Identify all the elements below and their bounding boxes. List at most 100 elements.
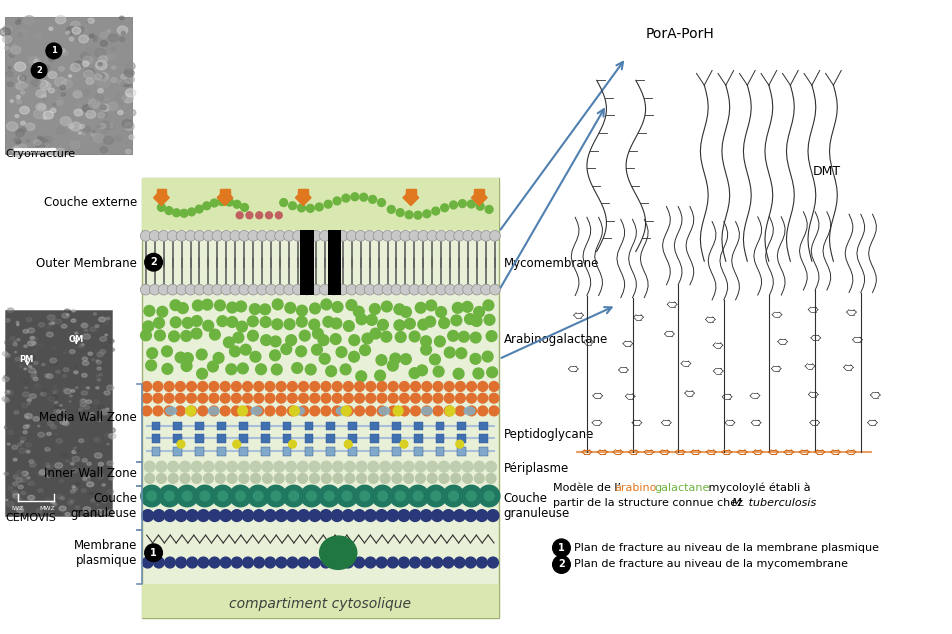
Bar <box>480 195 484 198</box>
Ellipse shape <box>58 513 60 515</box>
Bar <box>226 192 229 196</box>
Ellipse shape <box>8 67 11 69</box>
Circle shape <box>280 198 288 207</box>
Circle shape <box>180 474 189 483</box>
Ellipse shape <box>50 425 56 429</box>
Circle shape <box>476 557 486 568</box>
Circle shape <box>229 485 251 507</box>
Circle shape <box>315 203 323 211</box>
Bar <box>391 434 400 443</box>
Bar <box>474 189 478 193</box>
Ellipse shape <box>14 411 19 414</box>
Circle shape <box>312 328 323 339</box>
Ellipse shape <box>43 98 46 100</box>
Ellipse shape <box>101 510 107 514</box>
Ellipse shape <box>81 323 88 328</box>
Circle shape <box>435 284 446 295</box>
Circle shape <box>284 319 294 330</box>
Circle shape <box>284 284 294 295</box>
Ellipse shape <box>107 443 109 445</box>
Ellipse shape <box>83 507 90 512</box>
Circle shape <box>330 333 341 344</box>
Ellipse shape <box>89 498 97 503</box>
Circle shape <box>253 491 263 501</box>
Ellipse shape <box>69 498 74 503</box>
Ellipse shape <box>12 482 18 486</box>
Text: 1: 1 <box>558 543 565 553</box>
Ellipse shape <box>95 94 104 101</box>
Ellipse shape <box>79 35 89 43</box>
Ellipse shape <box>122 94 133 103</box>
Circle shape <box>343 406 353 416</box>
Bar <box>195 422 204 430</box>
Circle shape <box>255 364 267 375</box>
Bar <box>474 195 478 198</box>
Ellipse shape <box>56 127 65 134</box>
Ellipse shape <box>47 374 53 378</box>
Ellipse shape <box>97 125 101 127</box>
Text: Cryofracture: Cryofracture <box>5 148 75 158</box>
Circle shape <box>233 332 244 343</box>
Ellipse shape <box>21 491 26 495</box>
Circle shape <box>445 230 455 241</box>
Ellipse shape <box>33 417 39 421</box>
Ellipse shape <box>5 391 10 394</box>
Ellipse shape <box>13 458 17 461</box>
Circle shape <box>157 204 165 211</box>
Circle shape <box>418 319 428 330</box>
Ellipse shape <box>15 505 18 508</box>
Ellipse shape <box>35 33 42 39</box>
Ellipse shape <box>39 377 42 379</box>
Ellipse shape <box>107 55 113 60</box>
Ellipse shape <box>50 358 57 363</box>
Circle shape <box>310 284 321 295</box>
Circle shape <box>403 462 413 472</box>
Circle shape <box>552 539 569 557</box>
Circle shape <box>377 198 385 207</box>
Bar <box>261 434 269 443</box>
Circle shape <box>243 382 252 391</box>
Circle shape <box>455 348 466 359</box>
Ellipse shape <box>81 344 84 346</box>
Circle shape <box>260 304 270 314</box>
Bar <box>326 447 335 456</box>
Circle shape <box>430 491 440 501</box>
Ellipse shape <box>98 79 109 88</box>
Circle shape <box>240 344 251 355</box>
Circle shape <box>164 510 176 521</box>
Ellipse shape <box>6 319 10 322</box>
Circle shape <box>309 303 320 314</box>
Ellipse shape <box>20 477 28 482</box>
Circle shape <box>486 462 496 472</box>
Circle shape <box>415 462 426 472</box>
Circle shape <box>387 360 398 371</box>
Ellipse shape <box>18 76 24 81</box>
Circle shape <box>466 382 476 391</box>
Circle shape <box>368 474 378 483</box>
Circle shape <box>175 406 185 416</box>
Circle shape <box>308 510 320 521</box>
Circle shape <box>379 462 390 472</box>
Circle shape <box>422 406 431 416</box>
Text: MWZ: MWZ <box>39 506 55 511</box>
Ellipse shape <box>4 375 10 380</box>
Circle shape <box>433 366 444 377</box>
Circle shape <box>489 284 500 295</box>
Ellipse shape <box>90 498 97 503</box>
Ellipse shape <box>76 72 79 75</box>
Bar <box>156 192 160 196</box>
Text: PorA-PorH: PorA-PorH <box>645 27 713 41</box>
Ellipse shape <box>69 395 72 397</box>
Circle shape <box>309 406 319 416</box>
Circle shape <box>274 230 286 241</box>
Bar <box>261 447 269 456</box>
Ellipse shape <box>82 476 89 481</box>
Circle shape <box>297 204 305 212</box>
Ellipse shape <box>100 409 108 414</box>
Circle shape <box>215 462 226 472</box>
Ellipse shape <box>100 32 108 38</box>
Circle shape <box>332 393 342 403</box>
Ellipse shape <box>61 79 72 88</box>
Bar <box>142 178 498 618</box>
Ellipse shape <box>93 36 97 39</box>
